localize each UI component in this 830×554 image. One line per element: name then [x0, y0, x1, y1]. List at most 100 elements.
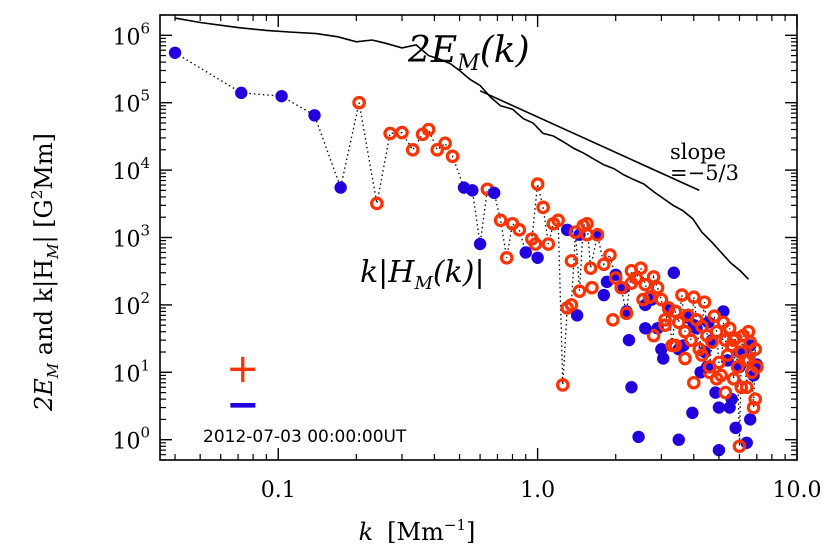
positive-helicity-point	[438, 136, 452, 151]
positive-helicity-point	[650, 280, 665, 295]
helicity-dotted-connector	[174, 52, 758, 447]
positive-helicity-point	[583, 261, 598, 276]
negative-helicity-point	[672, 433, 685, 446]
positive-helicity-point	[606, 313, 620, 327]
positive-helicity-point	[493, 213, 508, 228]
positive-helicity-point	[665, 338, 679, 353]
negative-helicity-point	[308, 109, 321, 122]
positive-helicity-point	[646, 328, 661, 343]
negative-helicity-point	[655, 343, 668, 356]
negative-helicity-point	[531, 251, 544, 264]
em-spectrum-curve	[174, 17, 750, 280]
y-tick-label: 101	[112, 356, 150, 387]
positive-helicity-point	[726, 372, 741, 386]
positive-sign-legend: +	[226, 346, 260, 392]
slope-line	[479, 90, 700, 192]
negative-helicity-point	[712, 401, 726, 414]
positive-helicity-point	[585, 280, 599, 295]
y-tick-label: 103	[112, 222, 150, 253]
negative-helicity-point	[657, 352, 670, 365]
positive-helicity-point	[536, 200, 550, 215]
timestamp-label: 2012-07-03 00:00:00UT	[203, 427, 407, 447]
helicity-spectrum-label: k|HM(k)|	[360, 255, 485, 294]
positive-helicity-point	[705, 335, 719, 349]
positive-helicity-point	[421, 122, 436, 137]
negative-helicity-point	[597, 288, 611, 302]
y-tick-label: 105	[112, 87, 150, 118]
positive-helicity-point	[732, 439, 747, 454]
positive-helicity-point	[638, 277, 653, 292]
slope-value: =−5/3	[670, 161, 739, 185]
positive-helicity-point	[686, 375, 701, 390]
negative-helicity-point	[686, 406, 699, 420]
positive-helicity-point	[728, 331, 743, 346]
positive-helicity-point	[405, 143, 420, 157]
negative-helicity-point	[466, 184, 479, 197]
positive-helicity-point	[614, 280, 629, 295]
positive-helicity-point	[654, 292, 669, 307]
negative-helicity-point	[712, 443, 726, 457]
positive-helicity-point	[352, 95, 366, 110]
negative-sign-legend: −	[226, 382, 260, 428]
negative-helicity-point	[473, 237, 487, 251]
positive-helicity-point	[551, 213, 565, 228]
negative-helicity-point	[609, 268, 622, 281]
positive-helicity-point	[748, 342, 763, 357]
negative-helicity-point	[334, 181, 347, 194]
positive-helicity-point	[734, 380, 749, 395]
positive-helicity-point	[590, 227, 605, 242]
positive-helicity-point	[684, 333, 698, 347]
slope-label: slope	[670, 140, 726, 164]
positive-helicity-point	[658, 313, 672, 327]
negative-helicity-point	[235, 86, 248, 100]
em-spectrum-label: 2EM(k)	[407, 30, 530, 76]
positive-helicity-point	[675, 288, 689, 302]
positive-helicity-point	[383, 126, 397, 141]
negative-helicity-point	[275, 89, 288, 103]
y-tick-label: 100	[112, 424, 150, 455]
x-tick-label: 1.0	[520, 478, 555, 503]
negative-helicity-point	[168, 46, 182, 59]
x-axis-title: k [Mm−1]	[359, 516, 476, 546]
positive-helicity-point	[525, 232, 539, 246]
x-tick-label: 10.0	[773, 478, 822, 503]
positive-helicity-point	[564, 298, 579, 312]
positive-helicity-point	[707, 309, 722, 323]
positive-helicity-point	[555, 378, 570, 392]
positive-helicity-point	[738, 353, 752, 368]
positive-helicity-point	[646, 270, 661, 284]
negative-helicity-point	[729, 421, 742, 435]
negative-helicity-point	[709, 386, 722, 399]
dotted-connector	[174, 52, 758, 447]
positive-helicity-point	[370, 196, 384, 211]
negative-helicity-point	[487, 186, 501, 200]
negative-helicity-point	[632, 430, 645, 444]
positive-helicity-point	[572, 284, 587, 298]
y-axis-title: 2EM and k|HM| [G2Mm]	[28, 133, 62, 412]
negative-helicity-point	[622, 333, 636, 347]
positive-helicity-point	[445, 149, 460, 164]
positive-helicity-point	[712, 355, 726, 370]
y-tick-label: 106	[112, 19, 150, 50]
helicity-markers	[168, 46, 764, 457]
positive-helicity-point	[541, 237, 556, 251]
negative-helicity-point	[519, 246, 532, 259]
positive-helicity-point	[568, 225, 583, 239]
slope-reference-line	[479, 90, 700, 192]
positive-helicity-point	[564, 254, 579, 268]
negative-helicity-point	[639, 322, 652, 335]
positive-helicity-point	[718, 385, 733, 400]
negative-helicity-point	[723, 401, 736, 414]
positive-helicity-point	[634, 261, 648, 276]
positive-helicity-point	[686, 290, 701, 305]
positive-helicity-point	[678, 351, 692, 366]
x-tick-label: 0.1	[261, 478, 296, 503]
positive-helicity-point	[597, 257, 611, 272]
positive-helicity-point	[512, 223, 527, 237]
positive-helicity-point	[530, 177, 545, 191]
negative-helicity-point	[743, 413, 757, 426]
positive-helicity-point	[697, 295, 712, 309]
positive-helicity-point	[739, 380, 754, 395]
positive-helicity-point	[658, 318, 672, 332]
